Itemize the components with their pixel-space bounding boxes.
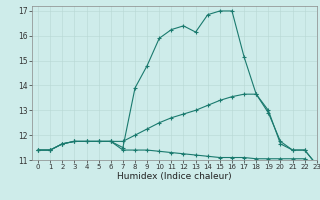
X-axis label: Humidex (Indice chaleur): Humidex (Indice chaleur) [117,172,232,181]
